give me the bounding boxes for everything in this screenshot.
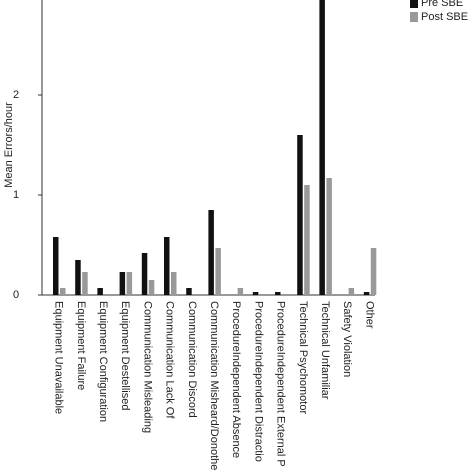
x-tick-label: Equipment Configuration xyxy=(97,301,109,422)
y-tick-label: 1 xyxy=(13,189,19,201)
x-tick-label: Equipment Failure xyxy=(75,301,87,390)
bar xyxy=(237,288,244,295)
x-tick-label: ProcedureIndependent Absence xyxy=(230,301,242,458)
bar xyxy=(141,253,148,295)
legend-swatch xyxy=(410,0,418,8)
bar xyxy=(75,260,81,295)
x-tick-label: Other xyxy=(363,301,375,329)
bar xyxy=(348,288,355,295)
legend-label: Pre SBE xyxy=(421,0,463,9)
x-tick-label: Communication Misheard/Donothe xyxy=(208,301,220,470)
bar xyxy=(252,292,259,295)
bar xyxy=(275,292,281,295)
bar xyxy=(97,288,103,295)
y-axis-label: Mean Errors/hour xyxy=(3,102,15,188)
x-tick-label: Communication Lack Of xyxy=(164,301,176,419)
bar xyxy=(148,280,155,295)
bar xyxy=(82,272,88,295)
bar xyxy=(326,178,332,295)
bar xyxy=(370,248,377,295)
bar xyxy=(297,135,303,295)
bar xyxy=(164,237,170,295)
legend-swatch xyxy=(410,12,418,22)
x-tick-label: Technical Unfamiliar xyxy=(319,301,331,400)
bar xyxy=(53,237,59,295)
bar xyxy=(186,288,192,295)
x-tick-label: ProcedureIndependent External P xyxy=(275,301,287,467)
x-tick-label: Equipment Unavailable xyxy=(53,301,65,414)
x-tick-label: Communication Discord xyxy=(186,301,198,418)
x-tick-label: Safety Violation xyxy=(341,301,353,377)
y-tick-label: 2 xyxy=(13,89,19,101)
bar xyxy=(60,288,66,295)
x-tick-label: Technical Psychomotor xyxy=(297,301,309,414)
bar xyxy=(363,292,370,295)
x-tick-label: ProcedureIndependent Distractio xyxy=(252,301,264,462)
bar xyxy=(171,272,177,295)
bar xyxy=(126,272,133,295)
y-tick-label: 0 xyxy=(13,289,19,301)
bar xyxy=(304,185,310,295)
bar xyxy=(319,0,325,295)
bar xyxy=(119,272,126,295)
x-tick-label: Equipment Destellised xyxy=(119,301,131,410)
bar xyxy=(215,248,221,295)
legend-label: Post SBE xyxy=(421,11,468,23)
bar xyxy=(208,210,214,295)
x-tick-label: Communication Misleading xyxy=(141,301,153,433)
